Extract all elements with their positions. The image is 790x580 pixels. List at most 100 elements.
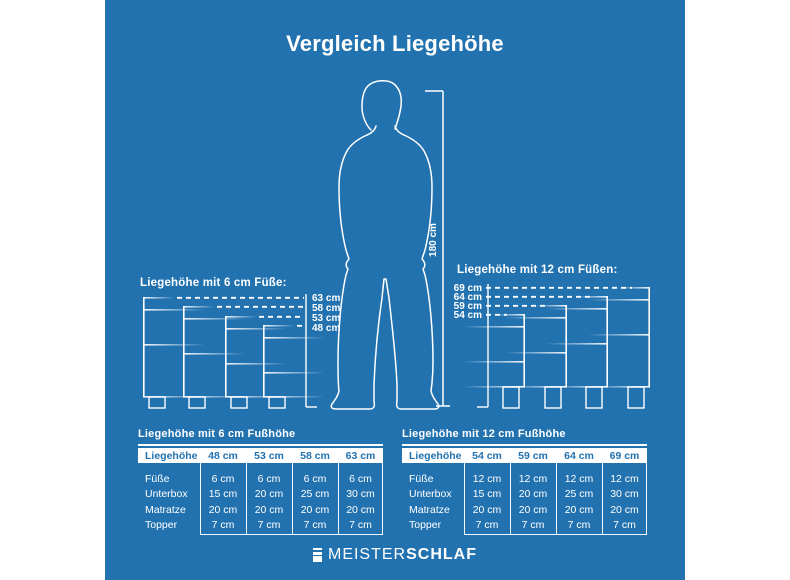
row-label: Matratze xyxy=(409,503,450,516)
right-height-label-54: 54 cm xyxy=(454,310,482,321)
cell: 12 cm xyxy=(518,472,548,485)
column-divider xyxy=(556,463,558,535)
header-cell: 53 cm xyxy=(254,449,284,462)
table-row: Unterbox 15 cm 20 cm 25 cm 30 cm xyxy=(402,487,647,503)
bed-group-left: 63 cm 58 cm 53 cm 48 cm xyxy=(143,293,340,409)
cell: 20 cm xyxy=(208,503,238,516)
right-reference-line xyxy=(477,284,489,408)
column-divider xyxy=(338,463,340,535)
header-cell: Liegehöhe xyxy=(409,449,462,462)
right-height-label-64: 64 cm xyxy=(454,292,482,303)
person-head xyxy=(361,80,402,131)
left-height-label-63: 63 cm xyxy=(312,293,340,304)
table-12cm-rule xyxy=(402,444,647,446)
column-divider xyxy=(246,463,248,535)
person-height-measure xyxy=(425,90,450,407)
row-label: Topper xyxy=(409,519,442,532)
cell: 20 cm xyxy=(300,503,330,516)
cell: 7 cm xyxy=(257,519,281,532)
bed-left-58 xyxy=(183,305,304,409)
cell: 12 cm xyxy=(564,472,594,485)
person-outline xyxy=(330,80,440,410)
header-cell: 58 cm xyxy=(300,449,330,462)
cell: 20 cm xyxy=(254,488,284,501)
table-row: Topper 7 cm 7 cm 7 cm 7 cm xyxy=(138,518,383,534)
row-label: Unterbox xyxy=(409,488,452,501)
header-cell: 69 cm xyxy=(609,449,640,462)
table-row: Unterbox 15 cm 20 cm 25 cm 30 cm xyxy=(138,487,383,503)
measurement-illustration: 180 cm xyxy=(143,80,650,410)
mattress-stack-icon xyxy=(312,547,322,563)
table-12cm-header: Liegehöhe 54 cm 59 cm 64 cm 69 cm xyxy=(402,448,647,463)
brand-logo-text-regular: MEISTER xyxy=(327,546,407,563)
brand-logo-text-bold: SCHLAF xyxy=(406,546,477,563)
cell: 12 cm xyxy=(610,472,639,485)
cell: 20 cm xyxy=(472,503,502,516)
column-divider xyxy=(602,463,604,535)
left-height-label-53: 53 cm xyxy=(312,313,340,324)
cell: 25 cm xyxy=(300,488,330,501)
cell: 6 cm xyxy=(303,472,327,485)
row-label: Matratze xyxy=(145,503,186,516)
cell: 20 cm xyxy=(254,503,284,516)
table-12cm-body: Füße 12 cm 12 cm 12 cm 12 cm Unterbox 15… xyxy=(402,463,647,535)
table-12cm-title: Liegehöhe mit 12 cm Fußhöhe xyxy=(402,428,566,440)
row-label: Topper xyxy=(145,519,178,532)
column-divider xyxy=(645,463,647,535)
bed-right-54 xyxy=(463,313,525,409)
cell: 15 cm xyxy=(208,488,238,501)
header-cell: 48 cm xyxy=(208,449,238,462)
cell: 20 cm xyxy=(518,488,548,501)
cell: 30 cm xyxy=(346,488,375,501)
left-reference-line xyxy=(305,294,317,408)
bed-right-59 xyxy=(486,304,567,409)
table-6cm-body: Füße 6 cm 6 cm 6 cm 6 cm Unterbox 15 cm … xyxy=(138,463,383,535)
cell: 6 cm xyxy=(349,472,372,485)
left-height-label-58: 58 cm xyxy=(312,303,340,314)
table-6cm: Liegehöhe mit 6 cm Fußhöhe Liegehöhe 48 … xyxy=(138,428,383,535)
table-6cm-header: Liegehöhe 48 cm 53 cm 58 cm 63 cm xyxy=(138,448,383,463)
table-row: Füße 12 cm 12 cm 12 cm 12 cm xyxy=(402,471,647,487)
column-divider xyxy=(510,463,512,535)
cell: 7 cm xyxy=(303,519,327,532)
cell: 30 cm xyxy=(610,488,639,501)
cell: 7 cm xyxy=(521,519,545,532)
cell: 20 cm xyxy=(346,503,375,516)
right-height-label-69: 69 cm xyxy=(454,283,482,294)
row-label: Füße xyxy=(409,472,434,485)
bed-left-63 xyxy=(143,296,304,409)
column-divider xyxy=(464,463,466,535)
row-label: Füße xyxy=(145,472,170,485)
right-group-label: Liegehöhe mit 12 cm Füßen: xyxy=(457,264,618,276)
brand-logo-text: MEISTERSCHLAF xyxy=(328,546,477,564)
cell: 20 cm xyxy=(518,503,548,516)
header-cell: 63 cm xyxy=(345,449,376,462)
cell: 7 cm xyxy=(567,519,591,532)
table-bottom-border xyxy=(200,533,383,535)
cell: 25 cm xyxy=(564,488,594,501)
cell: 7 cm xyxy=(475,519,499,532)
table-bottom-border xyxy=(464,533,647,535)
brand-logo: MEISTERSCHLAF xyxy=(105,546,685,564)
bed-group-right: 69 cm 64 cm 59 cm 54 cm xyxy=(454,283,650,409)
table-row: Füße 6 cm 6 cm 6 cm 6 cm xyxy=(138,471,383,487)
cell: 6 cm xyxy=(211,472,235,485)
left-height-label-48: 48 cm xyxy=(312,323,340,334)
person-height-label: 180 cm xyxy=(428,223,439,257)
left-group-label: Liegehöhe mit 6 cm Füße: xyxy=(140,277,287,289)
cell: 7 cm xyxy=(211,519,235,532)
column-divider xyxy=(200,463,202,535)
cell: 6 cm xyxy=(257,472,281,485)
bed-left-53 xyxy=(225,315,304,409)
table-row: Matratze 20 cm 20 cm 20 cm 20 cm xyxy=(402,502,647,518)
table-row: Matratze 20 cm 20 cm 20 cm 20 cm xyxy=(138,502,383,518)
header-cell: Liegehöhe xyxy=(145,449,198,462)
person-body xyxy=(330,125,440,410)
column-divider xyxy=(292,463,294,535)
cell: 20 cm xyxy=(564,503,594,516)
table-6cm-title: Liegehöhe mit 6 cm Fußhöhe xyxy=(138,428,296,440)
table-row: Topper 7 cm 7 cm 7 cm 7 cm xyxy=(402,518,647,534)
column-divider xyxy=(381,463,383,535)
header-cell: 64 cm xyxy=(564,449,594,462)
bed-left-48 xyxy=(263,324,325,409)
